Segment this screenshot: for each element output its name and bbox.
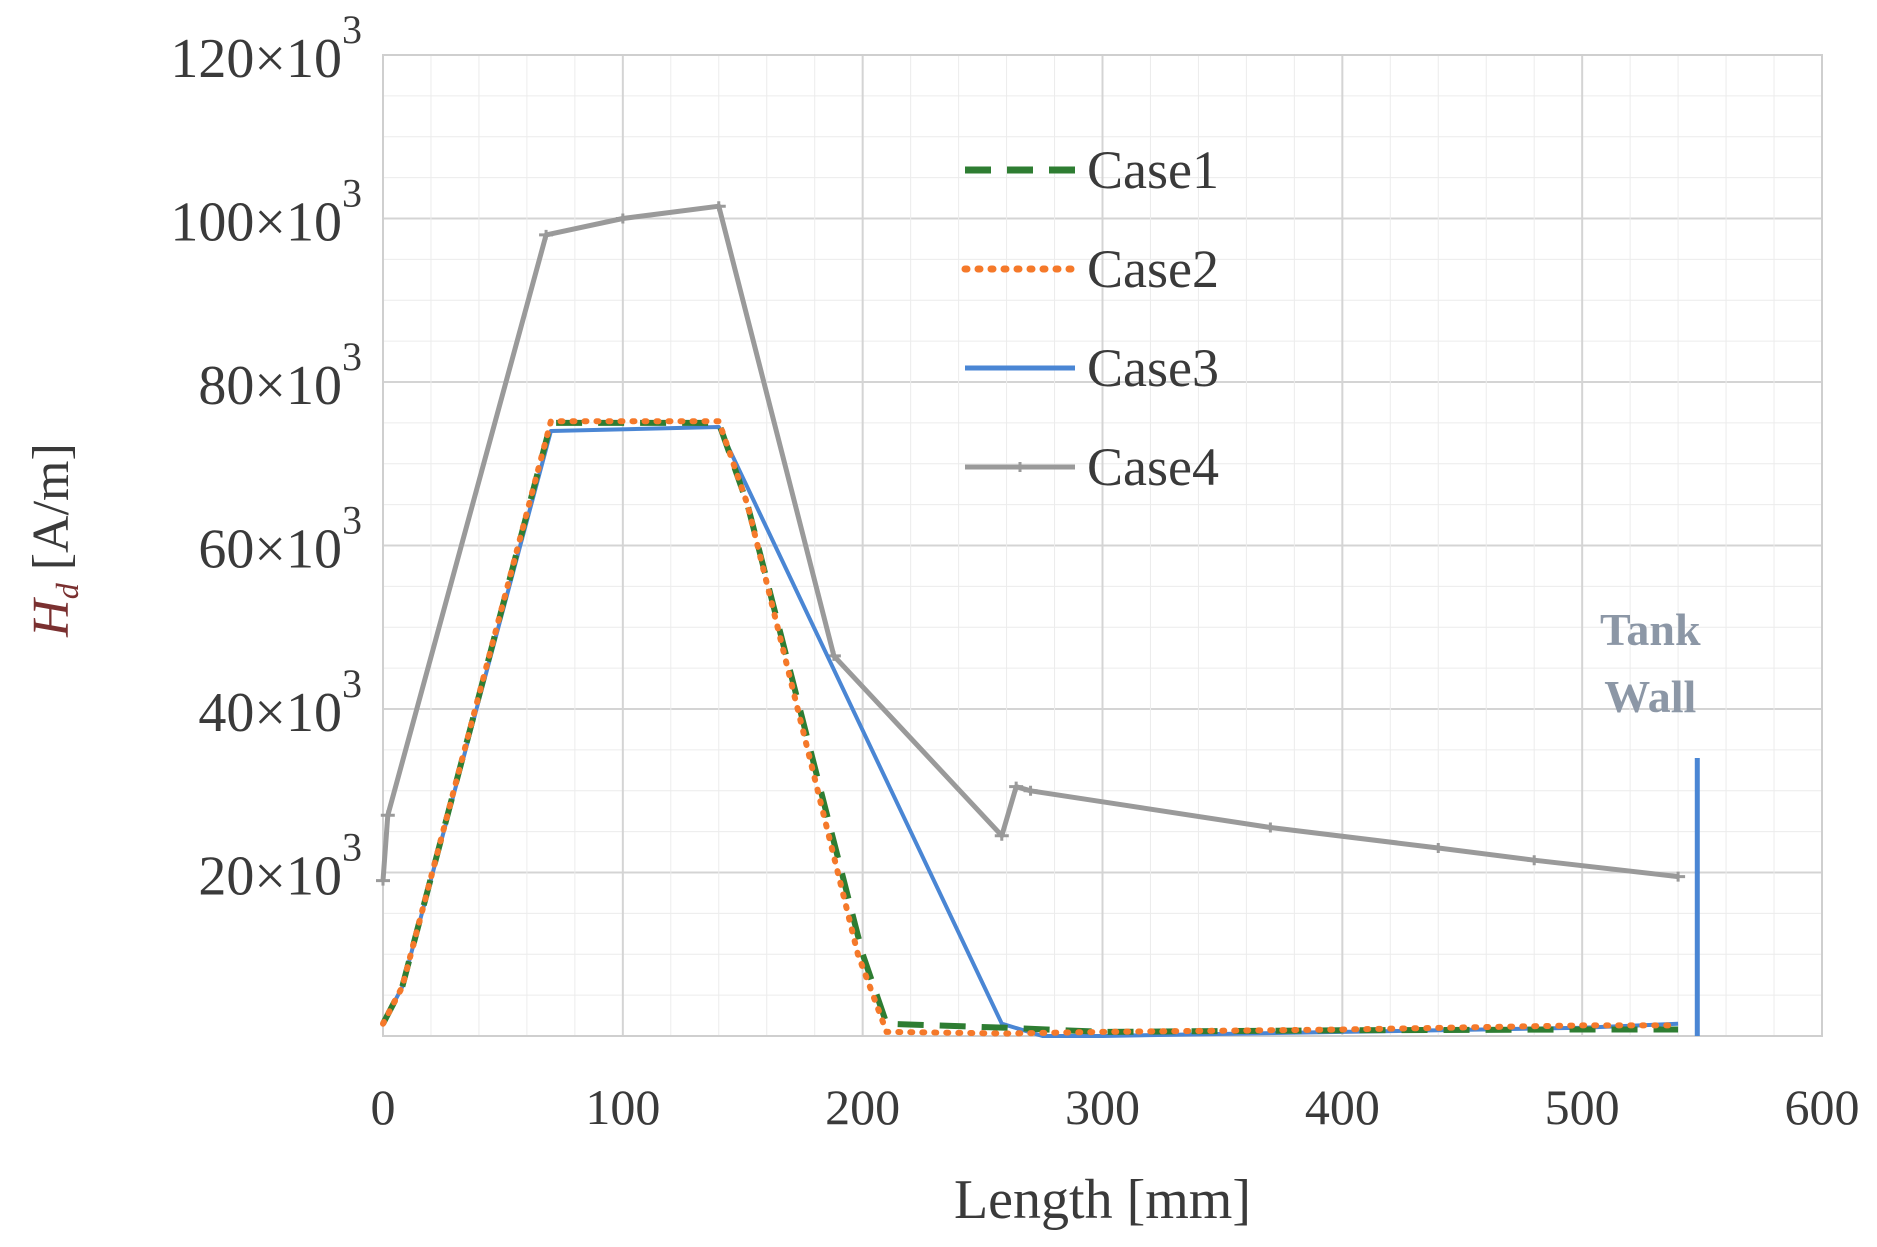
series-point-case4 bbox=[539, 229, 554, 240]
y-tick-base: 10 bbox=[286, 192, 342, 254]
y-tick-exponent: 3 bbox=[342, 171, 362, 216]
y-tick-label: 100×103 bbox=[170, 171, 362, 254]
y-tick-base: 10 bbox=[286, 355, 342, 417]
y-tick-mantissa: 20 bbox=[198, 846, 254, 908]
y-tick-mantissa: 40 bbox=[198, 682, 254, 744]
series-point-case4 bbox=[1023, 785, 1038, 796]
y-tick-mantissa: 120 bbox=[170, 28, 254, 90]
x-tick-label: 500 bbox=[1545, 1079, 1620, 1135]
x-tick-label: 0 bbox=[371, 1079, 396, 1135]
y-tick-base: 10 bbox=[286, 682, 342, 744]
legend-label-case1: Case1 bbox=[1087, 140, 1219, 200]
legend-label-case4: Case4 bbox=[1087, 437, 1219, 497]
x-axis-title: Length [mm] bbox=[954, 1169, 1251, 1231]
y-tick-label: 120×103 bbox=[170, 7, 362, 90]
series-point-case4 bbox=[615, 213, 630, 224]
legend-label-case3: Case3 bbox=[1087, 338, 1219, 398]
series-point-case4 bbox=[380, 810, 395, 821]
grid bbox=[382, 54, 1823, 1037]
y-tick-label: 60×103 bbox=[198, 498, 362, 581]
y-tick-times: × bbox=[254, 355, 286, 417]
y-tick-exponent: 3 bbox=[342, 661, 362, 706]
y-axis-subscript: d bbox=[49, 582, 85, 599]
legend-marker-case4 bbox=[1013, 462, 1027, 472]
y-tick-label: 40×103 bbox=[198, 661, 362, 744]
x-axis-ticks: 0 100 200 300 400 500 600 bbox=[371, 1079, 1860, 1135]
x-tick-label: 100 bbox=[585, 1079, 660, 1135]
y-tick-times: × bbox=[254, 519, 286, 581]
y-tick-base: 10 bbox=[286, 846, 342, 908]
series-point-case4 bbox=[376, 875, 390, 886]
y-axis-unit: [A/m] bbox=[23, 443, 80, 583]
y-tick-exponent: 3 bbox=[342, 825, 362, 870]
y-tick-mantissa: 100 bbox=[170, 192, 254, 254]
y-tick-times: × bbox=[254, 192, 286, 254]
y-tick-label: 20×103 bbox=[198, 825, 362, 908]
legend: Case1 Case2 Case3 Case4 bbox=[961, 140, 1219, 497]
series-point-case4 bbox=[711, 201, 726, 212]
series-point-case4 bbox=[1671, 871, 1686, 882]
series-line-case2 bbox=[380, 418, 1682, 1037]
tank-wall-label-line1: Tank bbox=[1600, 604, 1701, 655]
legend-label-case2: Case2 bbox=[1087, 239, 1219, 299]
y-tick-exponent: 3 bbox=[342, 7, 362, 52]
tank-wall-annotation: Tank Wall bbox=[1600, 604, 1701, 1036]
y-axis-symbol: H bbox=[23, 597, 80, 638]
y-tick-mantissa: 80 bbox=[198, 355, 254, 417]
y-axis-title: Hd [A/m] bbox=[23, 443, 85, 638]
y-tick-base: 10 bbox=[286, 519, 342, 581]
y-tick-label: 80×103 bbox=[198, 334, 362, 417]
series-point-case4 bbox=[1263, 822, 1278, 833]
series-point-case4 bbox=[994, 830, 1009, 841]
y-tick-times: × bbox=[254, 28, 286, 90]
y-tick-exponent: 3 bbox=[342, 498, 362, 543]
series-point-case4 bbox=[1431, 842, 1446, 853]
y-tick-times: × bbox=[254, 846, 286, 908]
x-tick-label: 200 bbox=[825, 1079, 900, 1135]
y-tick-mantissa: 60 bbox=[198, 519, 254, 581]
y-tick-base: 10 bbox=[286, 28, 342, 90]
y-tick-exponent: 3 bbox=[342, 334, 362, 379]
x-tick-label: 400 bbox=[1305, 1079, 1380, 1135]
x-tick-label: 300 bbox=[1065, 1079, 1140, 1135]
series-point-case4 bbox=[1527, 855, 1542, 866]
tank-wall-label-line2: Wall bbox=[1604, 671, 1696, 722]
series-layer bbox=[376, 201, 1686, 1038]
y-tick-times: × bbox=[254, 682, 286, 744]
x-tick-label: 600 bbox=[1785, 1079, 1860, 1135]
series-point-case4 bbox=[1009, 781, 1024, 792]
